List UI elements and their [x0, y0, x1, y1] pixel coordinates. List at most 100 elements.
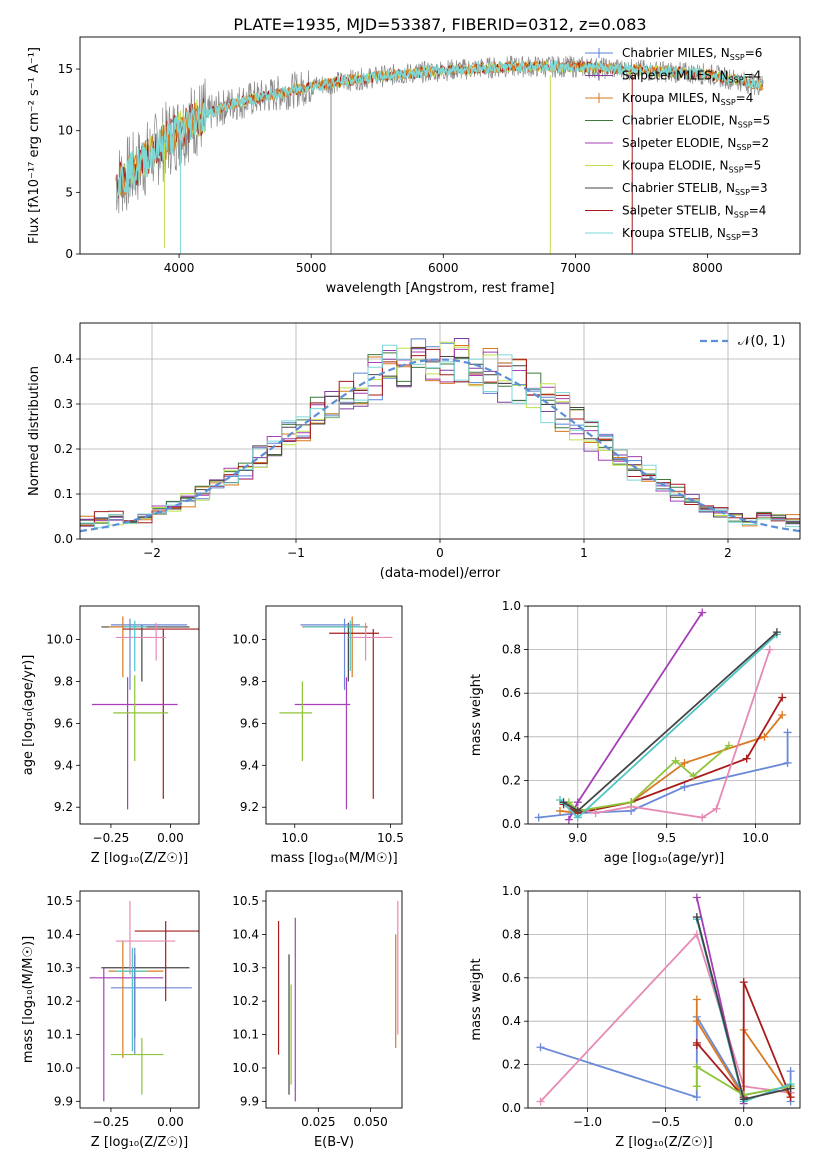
data-point-marker	[765, 645, 774, 654]
data-point-marker	[698, 813, 707, 822]
y-tick-label: 10.0	[232, 1061, 259, 1075]
residuals-axes: −2 −1 0 1 2 0.0 0.1 0.2 0.3 0.4 (data-model)/error…	[27, 323, 800, 581]
data-point-marker	[692, 930, 701, 939]
data-point-marker	[692, 1062, 701, 1071]
y-tick-label: 10	[58, 124, 73, 138]
mass-weight-series-pink	[568, 649, 771, 819]
y-tick-label: 0.0	[502, 817, 521, 831]
data-point-marker	[778, 693, 787, 702]
y-tick-label: 10.2	[232, 994, 259, 1008]
data-point-marker	[692, 1082, 701, 1091]
errorbar-point	[294, 677, 351, 810]
data-point-marker	[698, 608, 707, 617]
data-point-marker	[536, 1043, 545, 1052]
x-tick-label: 10.5	[377, 831, 404, 845]
errorbar-point	[113, 675, 169, 762]
data-point-marker	[564, 815, 573, 824]
x-tick-label: −2	[143, 546, 161, 560]
data-point-marker	[692, 1038, 701, 1047]
x-tick-label: 5000	[296, 261, 327, 275]
errorbar-point	[108, 941, 164, 1058]
y-tick-label: 9.2	[240, 800, 259, 814]
observed-spectrum-line	[115, 55, 764, 214]
y-tick-label: 9.8	[54, 674, 73, 688]
legend-label: Kroupa ELODIE, NSSP=5	[622, 159, 761, 175]
axes-frame	[79, 36, 801, 255]
y-axis-label: Normed distribution	[27, 366, 42, 496]
x-tick-label: 0.050	[353, 1115, 387, 1129]
y-tick-label: 10.1	[46, 1028, 73, 1042]
mass-vs-Z-axes: −0.25 0.00 9.9 10.0 10.1 10.2 10.3 10.4 10.5 Z [l…	[21, 894, 188, 1150]
legend-label: 𝒩(0, 1)	[738, 334, 785, 349]
y-tick-label: 0.6	[502, 971, 521, 985]
y-tick-label: 0.3	[54, 397, 73, 411]
x-tick-label: 7000	[560, 261, 591, 275]
figure-title: PLATE=1935, MJD=53387, FIBERID=0312, z=0…	[233, 15, 646, 34]
legend-label: Kroupa STELIB, NSSP=3	[622, 226, 759, 242]
data-point-marker	[739, 978, 748, 987]
data-point-marker	[556, 806, 564, 815]
y-tick-label: 0.8	[502, 643, 521, 657]
data-point-marker	[534, 813, 543, 822]
y-tick-label: 10.5	[232, 894, 259, 908]
axes-frame	[527, 890, 801, 1109]
x-tick-label: −0.25	[93, 1115, 130, 1129]
age-vs-Z-axes: −0.25 0.00 9.2 9.4 9.6 9.8 10.0 Z [log₁₀(Z/Z☉)]…	[21, 633, 188, 866]
errorbar-point	[110, 618, 188, 690]
x-tick-label: −0.25	[93, 831, 130, 845]
data-point-marker	[573, 806, 582, 815]
y-tick-label: 10.0	[232, 633, 259, 647]
data-point-marker	[692, 913, 701, 922]
x-tick-label: 10.0	[281, 831, 308, 845]
x-tick-label: −1.0	[573, 1115, 602, 1129]
x-tick-label: 0.00	[157, 1115, 184, 1129]
y-tick-label: 9.6	[240, 716, 259, 730]
data-point-marker	[692, 1093, 701, 1102]
data-point-marker	[724, 741, 733, 750]
data-point-marker	[783, 728, 792, 737]
y-tick-label: 5	[65, 185, 73, 199]
mass-weight-vs-Z-axes: −1.0 −0.5 0.0 0.0 0.2 0.4 0.6 0.8 1.0 Z [log₁₀(Z/…	[469, 884, 800, 1150]
y-tick-label: 10.0	[46, 633, 73, 647]
errorbar-point	[279, 681, 312, 762]
x-axis-label: Z [log₁₀(Z/Z☉)]	[615, 1135, 712, 1150]
errorbar-point	[115, 901, 176, 975]
y-axis-label: mass weight	[469, 674, 484, 756]
mass-weight-vs-age-axes: 9.0 9.5 10.0 0.0 0.2 0.4 0.6 0.8 1.0 age [log₁₀(a…	[469, 599, 800, 866]
x-axis-label: age [log₁₀(age/yr)]	[604, 851, 725, 866]
y-tick-label: 9.9	[54, 1094, 73, 1108]
y-tick-label: 10.0	[46, 1061, 73, 1075]
y-tick-label: 10.4	[232, 927, 259, 941]
y-tick-label: 0.4	[502, 1014, 521, 1028]
x-tick-label: 4000	[164, 261, 195, 275]
legend-label: Kroupa MILES, NSSP=4	[622, 91, 753, 107]
errorbar-point	[101, 954, 190, 1038]
x-tick-label: 0.00	[157, 831, 184, 845]
data-point-marker	[786, 1084, 795, 1093]
axes-frame	[79, 890, 200, 1109]
mass-vs-EBV-axes: 0.025 0.050 9.9 10.0 10.1 10.2 10.3 10.4 10.5 E(B…	[232, 894, 388, 1150]
y-tick-label: 0.2	[502, 1058, 521, 1072]
data-point-marker	[692, 893, 701, 902]
y-axis-label: Flux [fλ10⁻¹⁷ erg cm⁻² s⁻¹ A⁻¹]	[27, 47, 42, 244]
errorbar-point	[115, 947, 147, 1052]
errorbar-point	[302, 616, 366, 678]
y-tick-label: 1.0	[502, 884, 521, 898]
y-tick-label: 10.1	[232, 1028, 259, 1042]
data-point-marker	[778, 711, 787, 719]
x-axis-label: Z [log₁₀(Z/Z☉)]	[91, 1135, 188, 1150]
errorbar-point	[329, 629, 380, 799]
axes-frame	[79, 605, 200, 825]
y-tick-label: 0.1	[54, 487, 73, 501]
x-tick-label: 8000	[692, 261, 723, 275]
age-vs-mass-axes: 10.0 10.5 9.2 9.4 9.6 9.8 10.0 mass [log₁₀(M/M☉…	[232, 633, 404, 866]
y-tick-label: 10.5	[46, 894, 73, 908]
errorbar-point	[348, 622, 393, 661]
data-point-marker	[742, 754, 751, 763]
y-tick-label: 0.0	[502, 1101, 521, 1115]
y-tick-label: 0.8	[502, 927, 521, 941]
x-axis-label: Z [log₁₀(Z/Z☉)]	[91, 851, 188, 866]
y-tick-label: 0.6	[502, 686, 521, 700]
